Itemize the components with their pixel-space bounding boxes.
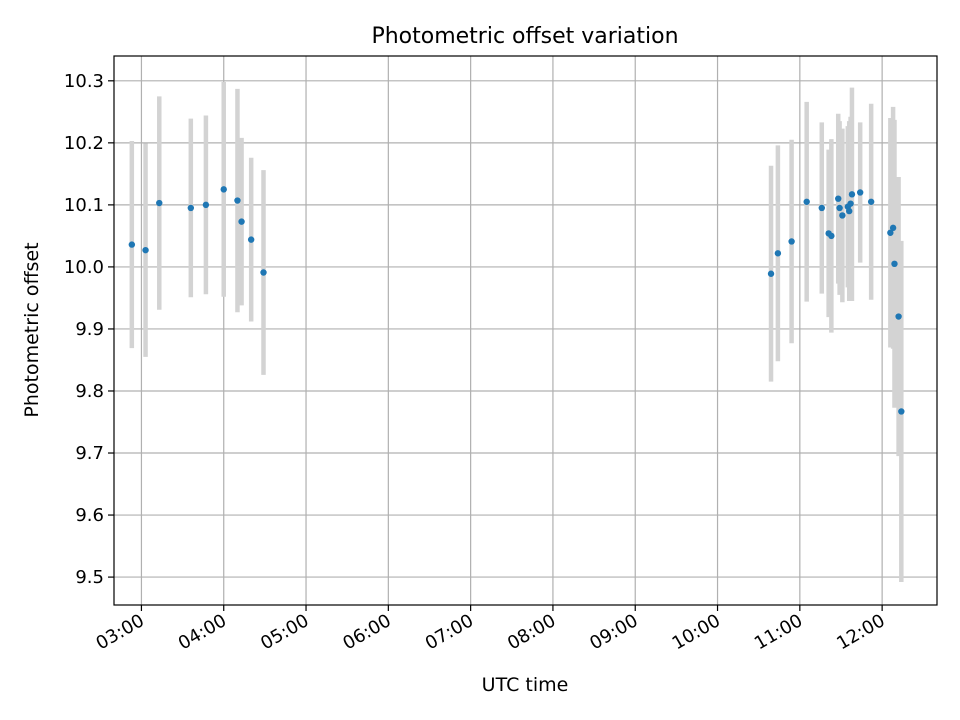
data-point xyxy=(156,199,163,207)
data-point xyxy=(247,236,255,243)
x-axis: 03:00 04:00 05:00 06:00 07:00 08:00 09:00 10:00… xyxy=(93,605,889,654)
y-tick-label: 9.5 xyxy=(75,567,104,588)
data-point xyxy=(839,212,846,219)
x-tick-label: 09:00 xyxy=(586,610,641,654)
y-tick-label: 10.0 xyxy=(64,257,104,278)
data-point xyxy=(848,191,856,198)
data-point xyxy=(142,246,149,254)
data-point xyxy=(238,218,245,225)
y-tick-label: 9.7 xyxy=(75,443,104,464)
x-tick-label: 11:00 xyxy=(751,610,806,654)
x-tick-label: 06:00 xyxy=(339,610,394,654)
y-tick-label: 9.6 xyxy=(75,505,104,526)
data-point xyxy=(818,204,825,212)
data-point xyxy=(260,269,267,276)
plot-frame xyxy=(113,55,938,606)
y-tick-label: 10.1 xyxy=(64,195,104,216)
data-point xyxy=(220,186,227,193)
y-tick-label: 10.3 xyxy=(64,71,104,92)
y-tick-label: 10.2 xyxy=(64,133,104,154)
data-point xyxy=(889,224,897,232)
x-axis-label: UTC time xyxy=(482,674,569,696)
x-tick-label: 07:00 xyxy=(422,610,477,654)
chart-title: Photometric offset variation xyxy=(371,24,678,49)
x-tick-label: 04:00 xyxy=(175,610,230,654)
data-point xyxy=(234,197,241,204)
data-point xyxy=(767,270,775,277)
data-points xyxy=(128,186,905,415)
data-point xyxy=(898,408,905,415)
error-bars xyxy=(129,82,904,583)
data-point xyxy=(835,195,842,202)
data-point xyxy=(788,238,795,245)
data-point xyxy=(828,232,835,240)
x-tick-label: 08:00 xyxy=(504,610,559,654)
data-point xyxy=(895,313,902,320)
y-tick-label: 9.8 xyxy=(75,381,104,402)
data-point xyxy=(774,250,782,257)
data-point xyxy=(847,200,854,207)
data-point xyxy=(887,229,894,236)
data-point xyxy=(867,198,875,205)
data-point xyxy=(836,204,843,212)
x-tick-label: 03:00 xyxy=(93,610,148,654)
x-tick-label: 05:00 xyxy=(257,610,312,654)
data-point xyxy=(846,207,853,215)
data-point xyxy=(128,241,136,248)
y-tick-label: 9.9 xyxy=(75,319,104,340)
grid xyxy=(114,56,937,605)
y-axis: 9.5 9.6 9.7 9.8 9.9 10.0 10.1 10.2 10.3 xyxy=(64,71,114,588)
data-point xyxy=(803,198,810,205)
x-tick-label: 12:00 xyxy=(833,610,888,654)
data-point xyxy=(856,189,864,196)
data-point xyxy=(202,201,210,209)
data-point xyxy=(891,260,898,268)
data-point xyxy=(187,204,195,212)
x-tick-label: 10:00 xyxy=(669,610,724,654)
y-axis-label: Photometric offset xyxy=(21,242,43,417)
